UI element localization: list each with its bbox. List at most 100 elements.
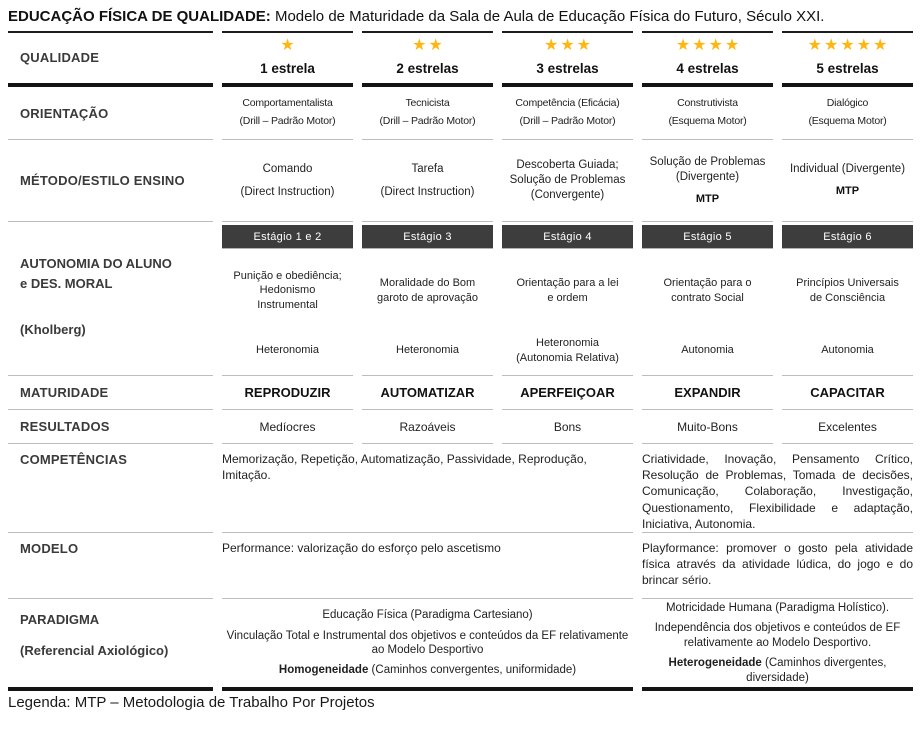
metodo-cell-2: Tarefa (Direct Instruction) bbox=[362, 140, 493, 222]
row-resultados: RESULTADOS Medíocres Razoáveis Bons Muit… bbox=[8, 410, 913, 444]
qualidade-cell-4: ★★★★ 4 estrelas bbox=[642, 31, 773, 87]
paradigma-sublabel: (Referencial Axiológico) bbox=[20, 642, 169, 658]
autonomy-label: Heteronomia bbox=[396, 344, 459, 357]
star-rating-icon: ★★★ bbox=[543, 37, 594, 54]
paradigma-right-p2: Independência dos objetivos e conteúdos … bbox=[654, 622, 901, 649]
stage-badge: Estágio 6 bbox=[782, 225, 913, 248]
metodo-main: Individual (Divergente) bbox=[789, 163, 906, 176]
metodo-sub: (Direct Instruction) bbox=[380, 185, 475, 198]
autonomia-label-line2: e DES. MORAL bbox=[20, 276, 113, 292]
paradigma-left-p3-rest: (Caminhos convergentes, uniformidade) bbox=[368, 664, 577, 677]
stage-badge: Estágio 3 bbox=[362, 225, 493, 248]
modelo-left-text: Performance: valorização do esforço pelo… bbox=[222, 533, 633, 599]
autonomia-cell-4: Estágio 5 Orientação para o contrato Soc… bbox=[642, 222, 773, 376]
document-title-rest: Modelo de Maturidade da Sala de Aula de … bbox=[274, 8, 825, 25]
row-label-competencias: COMPETÊNCIAS bbox=[8, 444, 213, 533]
maturity-model-document: EDUCAÇÃO FÍSICA DE QUALIDADE: Modelo de … bbox=[8, 0, 913, 711]
autonomia-label-kholberg: (Kholberg) bbox=[20, 322, 86, 338]
autonomy-label: Autonomia bbox=[681, 344, 734, 357]
paradigma-right-p3: Heterogeneidade (Caminhos divergentes, d… bbox=[646, 656, 909, 685]
orientacao-cell-5: Dialógico (Esquema Motor) bbox=[782, 87, 913, 140]
orientacao-cell-2: Tecnicista (Drill – Padrão Motor) bbox=[362, 87, 493, 140]
row-metodo: MÉTODO/ESTILO ENSINO Comando (Direct Ins… bbox=[8, 140, 913, 222]
resultados-value: Bons bbox=[502, 410, 633, 444]
row-modelo: MODELO Performance: valorização do esfor… bbox=[8, 533, 913, 599]
qualidade-cell-1: ★ 1 estrela bbox=[222, 31, 353, 87]
autonomia-label-line1: AUTONOMIA DO ALUNO bbox=[20, 256, 172, 271]
maturidade-value: CAPACITAR bbox=[782, 376, 913, 410]
orientacao-name: Dialógico bbox=[826, 97, 869, 110]
qualidade-cell-5: ★★★★★ 5 estrelas bbox=[782, 31, 913, 87]
moral-stage-text: Orientação para a lei e ordem bbox=[516, 277, 619, 304]
paradigma-left-p3: Homogeneidade (Caminhos convergentes, un… bbox=[226, 663, 629, 677]
paradigma-right-p3-rest: (Caminhos divergentes, diversidade) bbox=[746, 657, 887, 684]
row-label-qualidade: QUALIDADE bbox=[8, 31, 213, 87]
stage-badge: Estágio 4 bbox=[502, 225, 633, 248]
row-label-resultados: RESULTADOS bbox=[8, 410, 213, 444]
row-label-maturidade: MATURIDADE bbox=[8, 376, 213, 410]
autonomia-cell-1: Estágio 1 e 2 Punição e obediência; Hedo… bbox=[222, 222, 353, 376]
row-qualidade: QUALIDADE ★ 1 estrela ★★ 2 estrelas ★★★ … bbox=[8, 31, 913, 87]
metodo-mtp-tag: MTP bbox=[835, 185, 860, 198]
star-count-label: 5 estrelas bbox=[816, 61, 879, 76]
autonomy-level: Heteronomia bbox=[222, 327, 353, 375]
paradigma-left-p3-bold: Homogeneidade bbox=[278, 664, 369, 677]
row-competencias: COMPETÊNCIAS Memorização, Repetição, Aut… bbox=[8, 444, 913, 533]
row-label-metodo: MÉTODO/ESTILO ENSINO bbox=[8, 140, 213, 222]
paradigma-right-cell: Motricidade Humana (Paradigma Holístico)… bbox=[642, 599, 913, 691]
orientacao-detail: (Esquema Motor) bbox=[668, 115, 747, 127]
star-count-label: 4 estrelas bbox=[676, 61, 739, 76]
star-rating-icon: ★★ bbox=[412, 37, 445, 54]
autonomy-level: Autonomia bbox=[782, 327, 913, 375]
resultados-value: Razoáveis bbox=[362, 410, 493, 444]
row-label-autonomia: AUTONOMIA DO ALUNO e DES. MORAL (Kholber… bbox=[8, 222, 213, 376]
row-orientacao: ORIENTAÇÃO Comportamentalista (Drill – P… bbox=[8, 87, 913, 140]
orientacao-cell-1: Comportamentalista (Drill – Padrão Motor… bbox=[222, 87, 353, 140]
row-autonomia: AUTONOMIA DO ALUNO e DES. MORAL (Kholber… bbox=[8, 222, 913, 376]
resultados-value: Muito-Bons bbox=[642, 410, 773, 444]
document-title: EDUCAÇÃO FÍSICA DE QUALIDADE: Modelo de … bbox=[8, 0, 913, 31]
orientacao-detail: (Esquema Motor) bbox=[808, 115, 887, 127]
orientacao-name: Construtivista bbox=[677, 97, 738, 110]
legend-text: Legenda: MTP – Metodologia de Trabalho P… bbox=[8, 694, 375, 711]
maturidade-value: APERFEIÇOAR bbox=[502, 376, 633, 410]
autonomy-level: Autonomia bbox=[642, 327, 773, 375]
star-rating-icon: ★ bbox=[280, 37, 297, 54]
resultados-value: Medíocres bbox=[222, 410, 353, 444]
paradigma-label: PARADIGMA bbox=[20, 612, 100, 627]
metodo-main: Tarefa bbox=[411, 162, 444, 175]
autonomy-label: Autonomia bbox=[821, 344, 874, 357]
orientacao-name: Competência (Eficácia) bbox=[515, 97, 620, 110]
orientacao-detail: (Drill – Padrão Motor) bbox=[239, 115, 336, 127]
stage-badge: Estágio 1 e 2 bbox=[222, 225, 353, 248]
metodo-main: Comando bbox=[262, 162, 313, 175]
moral-stage-text: Moralidade do Bom garoto de aprovação bbox=[377, 277, 478, 304]
qualidade-cell-3: ★★★ 3 estrelas bbox=[502, 31, 633, 87]
paradigma-left-cell: Educação Física (Paradigma Cartesiano) V… bbox=[222, 599, 633, 691]
star-rating-icon: ★★★★ bbox=[675, 37, 742, 54]
metodo-cell-4: Solução de Problemas (Divergente) MTP bbox=[642, 140, 773, 222]
paradigma-left-p1: Educação Física (Paradigma Cartesiano) bbox=[322, 609, 533, 622]
autonomia-cell-5: Estágio 6 Princípios Universais de Consc… bbox=[782, 222, 913, 376]
orientacao-detail: (Drill – Padrão Motor) bbox=[379, 115, 476, 127]
metodo-mtp-tag: MTP bbox=[695, 192, 720, 205]
autonomia-cell-2: Estágio 3 Moralidade do Bom garoto de ap… bbox=[362, 222, 493, 376]
row-label-paradigma: PARADIGMA (Referencial Axiológico) bbox=[8, 599, 213, 691]
paradigma-right-p1: Motricidade Humana (Paradigma Holístico)… bbox=[665, 602, 890, 614]
competencias-right-text: Criatividade, Inovação, Pensamento Críti… bbox=[642, 444, 913, 533]
star-rating-icon: ★★★★★ bbox=[807, 37, 890, 54]
maturidade-value: EXPANDIR bbox=[642, 376, 773, 410]
document-title-lead: EDUCAÇÃO FÍSICA DE QUALIDADE: bbox=[8, 8, 271, 25]
paradigma-left-p2: Vinculação Total e Instrumental dos obje… bbox=[226, 629, 629, 656]
orientacao-cell-3: Competência (Eficácia) (Drill – Padrão M… bbox=[502, 87, 633, 140]
modelo-right-text: Playformance: promover o gosto pela ativ… bbox=[642, 533, 913, 599]
orientacao-cell-4: Construtivista (Esquema Motor) bbox=[642, 87, 773, 140]
row-maturidade: MATURIDADE REPRODUZIR AUTOMATIZAR APERFE… bbox=[8, 376, 913, 410]
row-label-orientacao: ORIENTAÇÃO bbox=[8, 87, 213, 140]
qualidade-cell-2: ★★ 2 estrelas bbox=[362, 31, 493, 87]
autonomy-label: Heteronomia bbox=[536, 336, 599, 349]
metodo-cell-1: Comando (Direct Instruction) bbox=[222, 140, 353, 222]
autonomy-level: Heteronomia bbox=[362, 327, 493, 375]
metodo-cell-3: Descoberta Guiada; Solução de Problemas … bbox=[502, 140, 633, 222]
moral-stage-text: Princípios Universais de Consciência bbox=[796, 277, 899, 304]
